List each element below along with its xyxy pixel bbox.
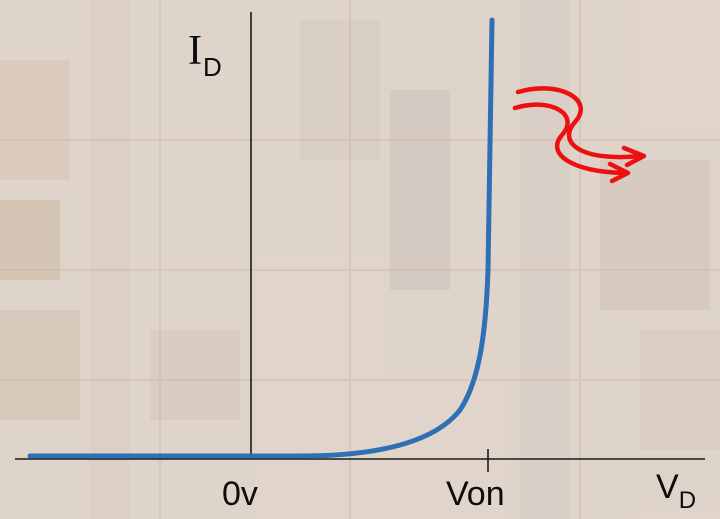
iv-curve bbox=[27, 17, 495, 459]
y-axis-label-subscript: D bbox=[203, 52, 222, 82]
light-emission-arrow-icon bbox=[512, 86, 647, 184]
y-axis-label: ID bbox=[188, 28, 222, 80]
origin-label: 0v bbox=[222, 475, 258, 513]
x-axis-label-main: V bbox=[656, 468, 679, 506]
y-axis-label-main: I bbox=[188, 28, 202, 74]
threshold-label: Von bbox=[446, 475, 505, 513]
x-axis-label-subscript: D bbox=[678, 487, 697, 514]
x-axis-label: VD bbox=[656, 468, 696, 513]
